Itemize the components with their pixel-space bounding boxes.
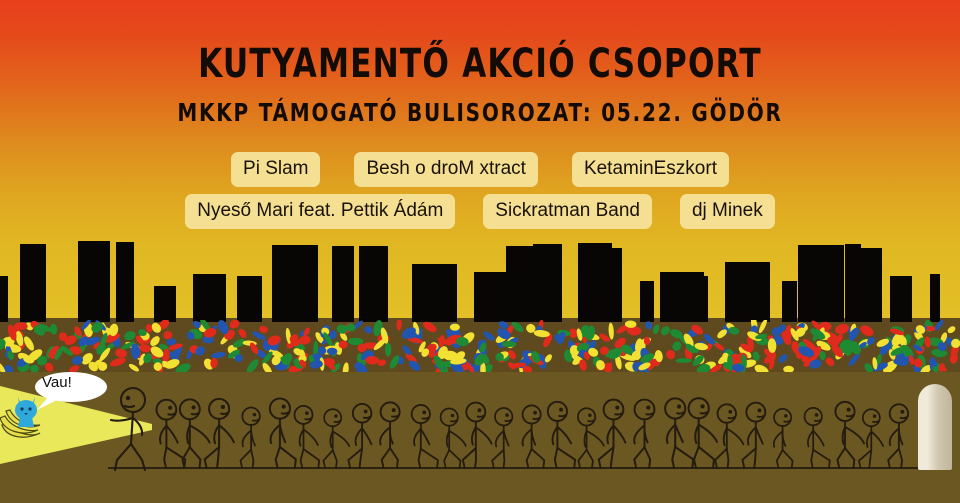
stick-figure [461, 401, 493, 469]
stick-figure [633, 398, 656, 469]
stick-figure [687, 397, 719, 470]
door-arch-icon [918, 384, 952, 470]
stick-figure [379, 401, 401, 469]
stick-figure [521, 404, 546, 469]
lineup-tag[interactable]: dj Minek [679, 194, 775, 229]
stick-figure [322, 408, 351, 469]
speech-bubble-text: Vau! [42, 374, 72, 391]
stick-figure [803, 407, 831, 469]
stick-figure [597, 398, 627, 469]
lineup-tag[interactable]: Pi Slam [231, 152, 321, 187]
stick-figure [887, 403, 910, 469]
stick-figure [203, 397, 235, 470]
stick-figure [546, 400, 577, 469]
stick-figure [772, 408, 794, 469]
blue-dog-in-banana-icon [0, 397, 41, 438]
city-skyline-icon [0, 241, 940, 322]
page-title: KUTYAMENTŐ AKCIÓ CSOPORT [198, 41, 762, 87]
stick-figure [714, 403, 745, 469]
lineup-tag[interactable]: KetaminEszkort [571, 152, 729, 187]
lineup-row-1: Pi Slam Besh o droM xtract KetaminEszkort [0, 152, 960, 187]
stick-figure-leader [109, 386, 147, 472]
stick-figure [834, 400, 866, 469]
lineup-tag[interactable]: Sickratman Band [483, 194, 652, 229]
stick-figure [293, 404, 321, 469]
stick-figure [577, 407, 605, 469]
stick-figure [410, 404, 439, 469]
subtitle-line: MKKP TÁMOGATÓ BULISOROZAT: 05.22. GÖDÖR [177, 98, 783, 127]
stick-figure [268, 397, 297, 470]
lineup-tag[interactable]: Besh o droM xtract [354, 152, 538, 187]
marching-crowd [108, 386, 940, 472]
stick-figure [491, 407, 514, 469]
stick-figure [178, 398, 211, 469]
flashlight-beam [0, 386, 152, 464]
lineup-tag[interactable]: Nyeső Mari feat. Pettik Ádám [185, 194, 456, 229]
stick-figure [239, 406, 261, 469]
speech-bubble [35, 372, 107, 410]
stick-figure [857, 408, 885, 469]
stick-figure [439, 407, 467, 469]
lineup-row-2: Nyeső Mari feat. Pettik Ádám Sickratman B… [0, 194, 960, 229]
confetti-icon [0, 320, 960, 376]
stick-figure [741, 401, 767, 469]
stick-figure [155, 398, 187, 469]
title-block: KUTYAMENTŐ AKCIÓ CSOPORT MKKP TÁMOGATÓ B… [0, 44, 960, 125]
stick-figure [347, 403, 373, 469]
